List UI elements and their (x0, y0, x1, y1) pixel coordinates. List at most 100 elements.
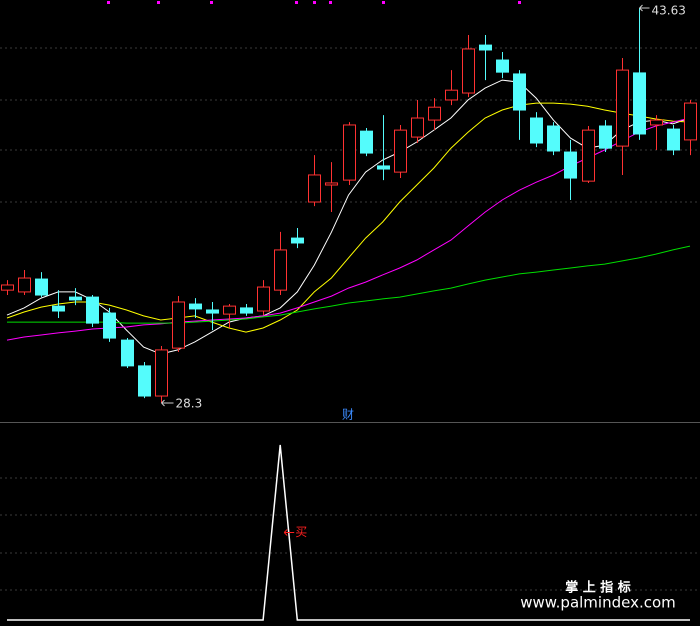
candle (479, 35, 492, 81)
candle-body (394, 129, 407, 173)
candle-body (513, 73, 526, 111)
candle (547, 122, 560, 156)
candle (582, 126, 595, 183)
candle-body (257, 286, 270, 312)
candle (121, 338, 134, 368)
marker (295, 1, 298, 4)
moving-average (6, 102, 691, 333)
signal-line (7, 444, 690, 621)
signal-label: 买 (295, 525, 307, 539)
candle (103, 307, 116, 342)
candle (343, 122, 356, 186)
candle-body (667, 128, 680, 151)
candle (616, 57, 629, 175)
candle (667, 124, 680, 156)
candle-body (445, 89, 458, 101)
candle (138, 362, 151, 399)
candle-body (35, 278, 48, 296)
candle-body (360, 130, 373, 154)
candle-body (86, 296, 99, 324)
candle (69, 288, 82, 306)
candle-body (496, 59, 509, 73)
candle-body (684, 102, 697, 141)
candle-body (121, 339, 134, 367)
candle-body (274, 249, 287, 291)
candle (274, 231, 287, 296)
candle (86, 295, 99, 327)
marker (107, 1, 110, 4)
high-label: 43.63 (652, 3, 686, 17)
moving-average (6, 79, 691, 355)
candle-body (582, 129, 595, 182)
candle-body (547, 125, 560, 152)
candle-body (1, 284, 14, 291)
candle (52, 290, 65, 318)
candle (650, 115, 663, 150)
candle-body (343, 124, 356, 181)
grid (0, 47, 700, 591)
candle-body (52, 305, 65, 312)
high-arrow (639, 4, 650, 12)
candle-body (428, 106, 441, 121)
candle-body (240, 307, 253, 314)
candle (530, 112, 543, 148)
candle-body (308, 174, 321, 203)
marker (210, 1, 213, 4)
candle-body (564, 151, 577, 179)
candle (189, 298, 202, 318)
candle-body (377, 165, 390, 170)
candle (223, 304, 236, 329)
watermark-title: 掌 上 指 标 (565, 580, 631, 596)
moving-average (7, 245, 691, 324)
candle (172, 296, 185, 352)
candle-body (103, 312, 116, 339)
marker (382, 1, 385, 4)
candle (1, 280, 14, 296)
candle-body (291, 237, 304, 244)
marker (157, 1, 160, 4)
candle (445, 70, 458, 106)
candle (411, 99, 424, 144)
candle-body (479, 44, 492, 51)
top-markers (107, 1, 521, 4)
candle (291, 228, 304, 249)
marker (313, 1, 316, 4)
low-arrow (161, 399, 174, 407)
candle-body (223, 305, 236, 315)
candle (257, 280, 270, 316)
candle-body (155, 349, 168, 397)
candle (35, 272, 48, 298)
candle (684, 99, 697, 156)
candle (633, 7, 646, 140)
candle (360, 128, 373, 157)
candle (394, 124, 407, 179)
candle-body (138, 365, 151, 397)
candle (240, 304, 253, 316)
candle (564, 139, 577, 200)
candle (496, 52, 509, 79)
candle (18, 270, 31, 296)
candle-body (411, 117, 424, 138)
watermark-url: www.palmindex.com (520, 594, 676, 612)
candle (155, 346, 168, 403)
candle (513, 70, 526, 140)
candle-body (650, 119, 663, 126)
candle (206, 301, 219, 331)
candle-body (172, 301, 185, 349)
candle (325, 162, 338, 213)
candle (428, 98, 441, 131)
candle (377, 115, 390, 181)
candle-body (633, 72, 646, 135)
low-label: 28.3 (176, 396, 203, 410)
candle-body (206, 309, 219, 314)
marker (518, 1, 521, 4)
candle-body (189, 303, 202, 310)
annotation: 财 (342, 408, 354, 422)
signal-arrow (283, 529, 295, 536)
candle-body (616, 69, 629, 147)
candle (308, 155, 321, 207)
candle-body (462, 48, 475, 94)
